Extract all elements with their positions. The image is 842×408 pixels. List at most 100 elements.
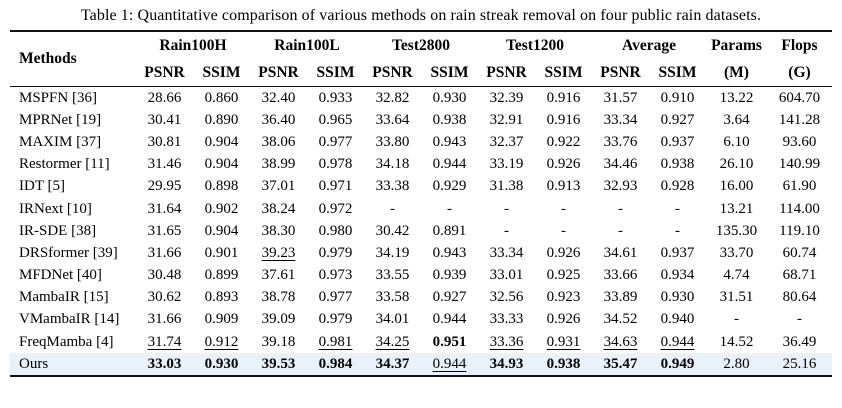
value-cell: 0.980 xyxy=(318,222,353,239)
value-cell: 33.38 xyxy=(375,178,410,195)
sub-header-psnr: PSNR xyxy=(372,63,413,81)
value-cell: 33.03 xyxy=(147,355,182,372)
method-cell: DRSformer [39] xyxy=(19,244,118,261)
value-cell: 32.56 xyxy=(489,289,524,306)
value-cell: 33.89 xyxy=(603,289,638,306)
table-row: IDT [5] 29.95 0.898 37.01 0.971 33.38 0.929 31.… xyxy=(10,176,832,198)
value-cell: 0.944 xyxy=(660,333,695,350)
results-table: Methods Rain100H Rain100L Test2800 Test1… xyxy=(10,30,832,378)
value-cell: 60.74 xyxy=(782,244,817,261)
table-row: MSPFN [36] 28.66 0.860 32.40 0.933 32.82 0.930… xyxy=(10,87,832,110)
value-cell: 33.55 xyxy=(375,267,410,284)
value-cell: - xyxy=(504,200,509,217)
value-cell: 114.00 xyxy=(779,200,820,217)
value-cell: 0.926 xyxy=(546,244,581,261)
value-cell: 31.65 xyxy=(147,222,182,239)
value-cell: - xyxy=(561,222,566,239)
value-cell: 33.34 xyxy=(489,244,524,261)
value-cell: 32.82 xyxy=(375,89,410,106)
value-cell: 38.30 xyxy=(261,222,296,239)
value-cell: 0.901 xyxy=(204,244,239,261)
value-cell: 36.49 xyxy=(782,333,817,350)
group-header-rain100l: Rain100L xyxy=(274,36,340,54)
value-cell: 0.943 xyxy=(432,244,467,261)
value-cell: 25.16 xyxy=(782,355,817,372)
value-cell: 33.80 xyxy=(375,133,410,150)
table-row: FreqMamba [4] 31.74 0.912 39.18 0.981 34.25 0.… xyxy=(10,331,832,353)
value-cell: 39.18 xyxy=(261,333,296,350)
sub-header-ssim: SSIM xyxy=(316,63,355,81)
value-cell: 0.965 xyxy=(318,111,353,128)
value-cell: 135.30 xyxy=(715,222,758,239)
value-cell: 0.981 xyxy=(318,333,353,350)
value-cell: 80.64 xyxy=(782,289,817,306)
value-cell: 0.925 xyxy=(546,267,581,284)
value-cell: 0.927 xyxy=(432,289,467,306)
value-cell: - xyxy=(561,200,566,217)
value-cell: - xyxy=(675,222,680,239)
value-cell: - xyxy=(504,222,509,239)
value-cell: 30.48 xyxy=(147,267,182,284)
value-cell: 4.74 xyxy=(723,267,750,284)
method-cell: MAXIM [37] xyxy=(19,133,102,150)
method-cell: Ours xyxy=(19,355,49,372)
value-cell: 33.66 xyxy=(603,267,638,284)
method-cell: VMambaIR [14] xyxy=(19,311,120,328)
value-cell: 34.37 xyxy=(375,355,410,372)
value-cell: 32.91 xyxy=(489,111,524,128)
value-cell: 36.40 xyxy=(261,111,296,128)
table-header: Methods Rain100H Rain100L Test2800 Test1… xyxy=(10,31,832,87)
value-cell: 0.951 xyxy=(432,333,467,350)
sub-header-psnr: PSNR xyxy=(144,63,185,81)
value-cell: 0.916 xyxy=(546,89,581,106)
value-cell: 0.926 xyxy=(546,311,581,328)
table-row: Ours 33.03 0.930 39.53 0.984 34.37 0.944 34.93 0… xyxy=(10,353,832,377)
group-header-average: Average xyxy=(622,36,676,54)
value-cell: 28.66 xyxy=(147,89,182,106)
value-cell: 31.38 xyxy=(489,178,524,195)
value-cell: 0.938 xyxy=(660,156,695,173)
value-cell: 29.95 xyxy=(147,178,182,195)
table-row: IR-SDE [38] 31.65 0.904 38.30 0.980 30.42 0.89… xyxy=(10,220,832,242)
value-cell: 33.34 xyxy=(603,111,638,128)
value-cell: 0.931 xyxy=(546,333,581,350)
sub-header-psnr: PSNR xyxy=(600,63,641,81)
method-cell: MambaIR [15] xyxy=(19,289,109,306)
value-cell: 0.891 xyxy=(432,222,467,239)
value-cell: 33.01 xyxy=(489,267,524,284)
value-cell: 38.78 xyxy=(261,289,296,306)
value-cell: 0.972 xyxy=(318,200,353,217)
value-cell: 38.99 xyxy=(261,156,296,173)
sub-header-ssim: SSIM xyxy=(430,63,469,81)
value-cell: 37.61 xyxy=(261,267,296,284)
value-cell: 0.938 xyxy=(546,355,581,372)
flops-header-line2: (G) xyxy=(788,64,811,81)
value-cell: 0.904 xyxy=(204,133,239,150)
value-cell: 34.52 xyxy=(603,311,638,328)
value-cell: 33.19 xyxy=(489,156,524,173)
value-cell: 6.10 xyxy=(723,133,750,150)
value-cell: 39.09 xyxy=(261,311,296,328)
value-cell: 34.63 xyxy=(603,333,638,350)
value-cell: 0.930 xyxy=(432,89,467,106)
value-cell: 33.36 xyxy=(489,333,524,350)
value-cell: 34.01 xyxy=(375,311,410,328)
value-cell: - xyxy=(618,200,623,217)
value-cell: 0.922 xyxy=(546,133,581,150)
value-cell: 0.977 xyxy=(318,133,353,150)
table-caption: Table 1: Quantitative comparison of vari… xyxy=(80,7,762,24)
method-cell: Restormer [11] xyxy=(19,156,110,173)
flops-header: Flops (G) xyxy=(767,31,832,87)
value-cell: 0.940 xyxy=(660,311,695,328)
value-cell: 39.53 xyxy=(261,355,296,372)
value-cell: - xyxy=(447,200,452,217)
table-row: MFDNet [40] 30.48 0.899 37.61 0.973 33.55 0.93… xyxy=(10,265,832,287)
value-cell: 0.927 xyxy=(660,111,695,128)
value-cell: 0.904 xyxy=(204,156,239,173)
value-cell: 604.70 xyxy=(778,89,821,106)
value-cell: 0.928 xyxy=(660,178,695,195)
method-cell: MPRNet [19] xyxy=(19,111,102,128)
sub-header-psnr: PSNR xyxy=(258,63,299,81)
sub-header-ssim: SSIM xyxy=(658,63,697,81)
